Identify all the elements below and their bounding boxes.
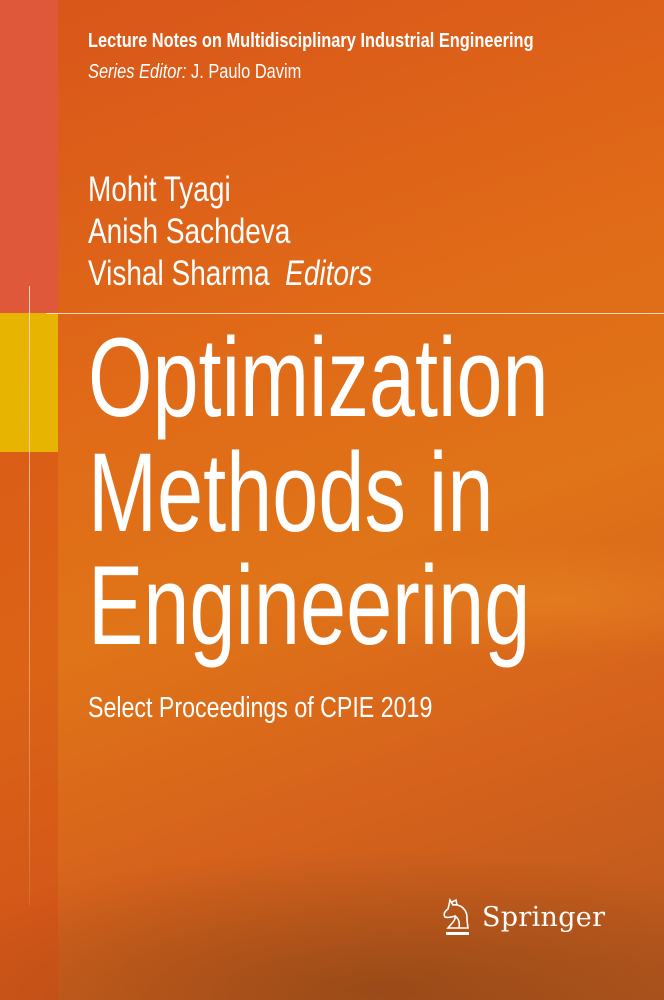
decor-strip-red [0,0,58,313]
springer-horse-icon [443,897,469,935]
editor-name: Vishal Sharma [88,254,270,293]
divider-vertical [29,286,30,906]
book-title-line: Optimization [88,315,549,440]
divider-horizontal [46,313,664,314]
series-editor-label: Series Editor: [88,61,187,83]
series-editor-name: J. Paulo Davim [191,61,302,83]
book-subtitle: Select Proceedings of CPIE 2019 [88,692,433,724]
editors-label: Editors [285,254,373,293]
publisher-logo: Springer [440,896,605,938]
series-title: Lecture Notes on Multidisciplinary Indus… [88,30,534,52]
publisher-name: Springer [482,901,606,933]
series-editor: Series Editor: J. Paulo Davim [88,62,301,82]
editor-name: Anish Sachdeva [88,212,291,251]
book-title-line: Engineering [88,543,531,668]
editor-name: Mohit Tyagi [88,170,231,209]
book-title-line: Methods in [88,430,494,555]
editor-name-with-label: Vishal Sharma Editors [88,256,372,291]
